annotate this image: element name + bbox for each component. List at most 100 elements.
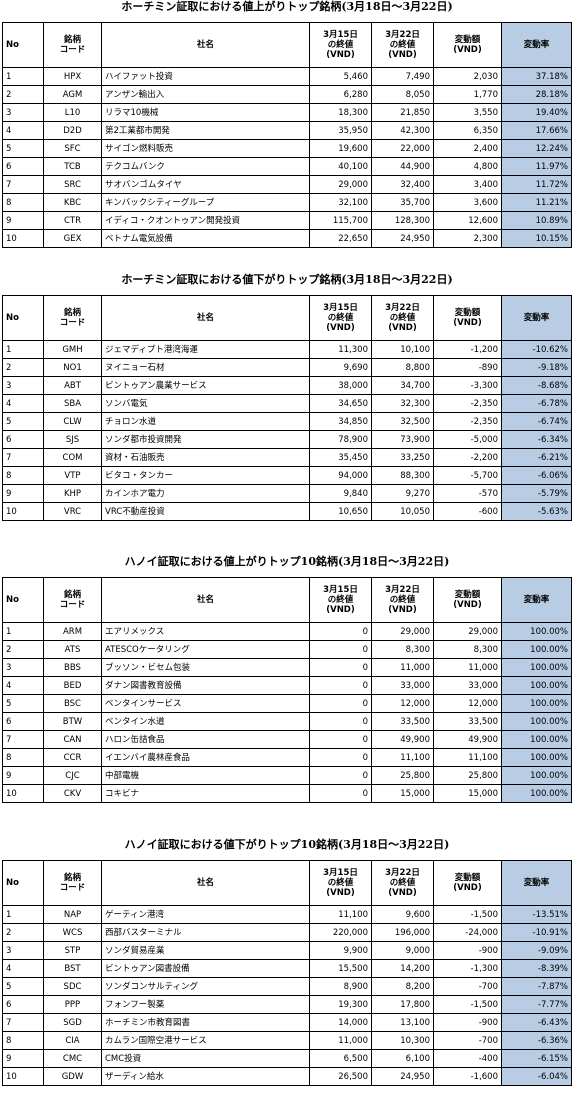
header-no: No <box>2 22 44 68</box>
table-row: 5 CLW チョロン水道 34,850 32,500 -2,350 -6.74% <box>2 412 572 431</box>
change-amount: 33,500 <box>433 712 502 731</box>
section-title: ホーチミン証取における値上がりトップ銘柄(3月18日～3月22日) <box>121 0 453 13</box>
change-amount: 11,100 <box>433 748 502 767</box>
close-mar15: 5,460 <box>309 67 372 86</box>
change-rate: 28.18% <box>501 85 572 104</box>
close-mar22: 33,250 <box>371 448 434 467</box>
close-mar22: 7,490 <box>371 67 434 86</box>
row-no: 7 <box>2 175 44 194</box>
section-hcm-losers: ホーチミン証取における値下がりトップ銘柄(3月18日～3月22日) No 銘柄コ… <box>0 273 574 545</box>
company-name: ジェマディプト港湾海運 <box>101 340 310 359</box>
header-mar15-close: 3月15日 の終値 (VND) <box>309 860 372 906</box>
change-amount: 4,800 <box>433 157 502 176</box>
company-name: リラマ10機械 <box>101 103 310 122</box>
row-no: 9 <box>2 1049 44 1068</box>
close-mar15: 220,000 <box>309 923 372 942</box>
table-row: 2 WCS 西部バスターミナル 220,000 196,000 -24,000 -10.91… <box>2 923 572 942</box>
table-row: 10 VRC VRC不動産投資 10,650 10,050 -600 -5.63% <box>2 502 572 521</box>
close-mar22: 8,200 <box>371 977 434 996</box>
change-rate: 11.21% <box>501 193 572 212</box>
company-name: ホーチミン市教育図書 <box>101 1013 310 1032</box>
close-mar22: 8,300 <box>371 640 434 659</box>
stock-code: CMC <box>43 1049 102 1068</box>
close-mar15: 11,100 <box>309 905 372 924</box>
stock-code: STP <box>43 941 102 960</box>
stock-code: CKV <box>43 784 102 803</box>
close-mar22: 22,000 <box>371 139 434 158</box>
table-row: 9 CMC CMC投資 6,500 6,100 -400 -6.15% <box>2 1049 572 1068</box>
row-no: 1 <box>2 340 44 359</box>
close-mar15: 11,000 <box>309 1031 372 1050</box>
stock-code: COM <box>43 448 102 467</box>
company-name: VRC不動産投資 <box>101 502 310 521</box>
header-row: No 銘柄 コード 社名 3月15日 の終値 (VND) 3月22日 の終値 (VND) … <box>2 577 572 623</box>
row-no: 3 <box>2 376 44 395</box>
stock-code: SJS <box>43 430 102 449</box>
table-row: 8 CIA カムラン国際空港サービス 11,000 10,300 -700 -6.36% <box>2 1031 572 1050</box>
company-name: 資材・石油販売 <box>101 448 310 467</box>
close-mar15: 0 <box>309 748 372 767</box>
row-no: 6 <box>2 157 44 176</box>
close-mar22: 29,000 <box>371 622 434 641</box>
stock-table: No 銘柄 コード 社名 3月15日 の終値 (VND) 3月22日 の終値 (VND) … <box>2 860 572 1086</box>
company-name: フォンフー製薬 <box>101 995 310 1014</box>
company-name: カムラン国際空港サービス <box>101 1031 310 1050</box>
stock-code: NO1 <box>43 358 102 377</box>
close-mar15: 94,000 <box>309 466 372 485</box>
close-mar15: 34,650 <box>309 394 372 413</box>
close-mar15: 26,500 <box>309 1067 372 1086</box>
change-amount: 2,400 <box>433 139 502 158</box>
table-row: 8 KBC キンバックシティーグループ 32,100 35,700 3,600 11.21% <box>2 193 572 212</box>
header-row: No 銘柄 コード 社名 3月15日 の終値 (VND) 3月22日 の終値 (VND) … <box>2 22 572 68</box>
row-no: 5 <box>2 412 44 431</box>
stock-code: VTP <box>43 466 102 485</box>
header-change-rate: 変動率 <box>501 22 572 68</box>
close-mar15: 9,690 <box>309 358 372 377</box>
close-mar22: 13,100 <box>371 1013 434 1032</box>
change-rate: -7.77% <box>501 995 572 1014</box>
table-row: 2 AGM アンザン輸出入 6,280 8,050 1,770 28.18% <box>2 85 572 104</box>
close-mar15: 11,300 <box>309 340 372 359</box>
close-mar22: 9,270 <box>371 484 434 503</box>
close-mar15: 8,900 <box>309 977 372 996</box>
change-rate: -6.78% <box>501 394 572 413</box>
table-row: 10 CKV コキビナ 0 15,000 15,000 100.00% <box>2 784 572 803</box>
table-row: 6 BTW ベンタイン水道 0 33,500 33,500 100.00% <box>2 712 572 731</box>
change-amount: 25,800 <box>433 766 502 785</box>
close-mar15: 19,300 <box>309 995 372 1014</box>
row-no: 5 <box>2 977 44 996</box>
close-mar15: 78,900 <box>309 430 372 449</box>
table-row: 2 NO1 ヌイニョー石材 9,690 8,800 -890 -9.18% <box>2 358 572 377</box>
change-rate: -6.06% <box>501 466 572 485</box>
close-mar22: 24,950 <box>371 1067 434 1086</box>
stock-code: SBA <box>43 394 102 413</box>
row-no: 7 <box>2 1013 44 1032</box>
row-no: 8 <box>2 1031 44 1050</box>
change-rate: 100.00% <box>501 622 572 641</box>
header-code: 銘柄 コード <box>43 860 102 906</box>
header-company: 社名 <box>101 295 310 341</box>
header-mar22-close: 3月22日 の終値 (VND) <box>371 577 434 623</box>
change-rate: -9.18% <box>501 358 572 377</box>
header-code: 銘柄 コード <box>43 22 102 68</box>
stock-code: SRC <box>43 175 102 194</box>
table-row: 9 CTR イディコ・クオントゥアン開発投資 115,700 128,300 12,600… <box>2 211 572 230</box>
company-name: ビントゥアン農業サービス <box>101 376 310 395</box>
table-row: 7 COM 資材・石油販売 35,450 33,250 -2,200 -6.21% <box>2 448 572 467</box>
section-hcm-gainers: ホーチミン証取における値上がりトップ銘柄(3月18日～3月22日) No 銘柄コ… <box>0 0 574 262</box>
stock-code: GDW <box>43 1067 102 1086</box>
row-no: 1 <box>2 622 44 641</box>
header-change-rate: 変動率 <box>501 295 572 341</box>
row-no: 9 <box>2 211 44 230</box>
change-amount: -2,350 <box>433 394 502 413</box>
table-row: 3 L10 リラマ10機械 18,300 21,850 3,550 19.40% <box>2 103 572 122</box>
row-no: 8 <box>2 193 44 212</box>
table-row: 1 GMH ジェマディプト港湾海運 11,300 10,100 -1,200 -10.62% <box>2 340 572 359</box>
change-amount: 15,000 <box>433 784 502 803</box>
company-name: サオバンゴムタイヤ <box>101 175 310 194</box>
change-rate: 100.00% <box>501 730 572 749</box>
change-amount: 12,600 <box>433 211 502 230</box>
change-amount: -600 <box>433 502 502 521</box>
row-no: 4 <box>2 676 44 695</box>
close-mar22: 88,300 <box>371 466 434 485</box>
